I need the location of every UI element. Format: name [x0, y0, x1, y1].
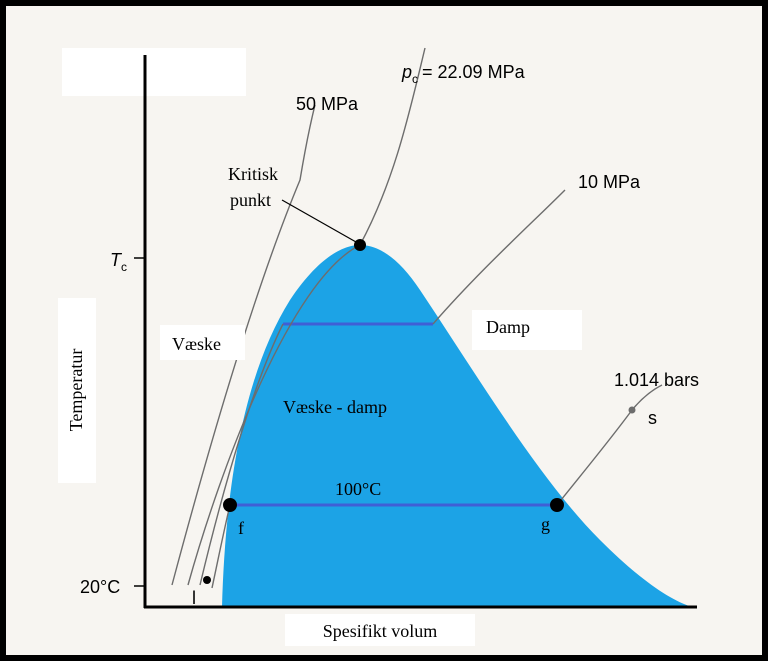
- l-label: l: [192, 588, 196, 608]
- t100-label: 100°C: [335, 479, 381, 499]
- p10-label: 10 MPa: [578, 172, 641, 192]
- point-s: [628, 406, 636, 414]
- critical-label-1: Kritisk: [228, 164, 278, 184]
- x-axis-box: [285, 614, 475, 646]
- vapor-label: Damp: [486, 317, 530, 337]
- p50-label: 50 MPa: [296, 94, 359, 114]
- p1014-label: 1.014 bars: [614, 370, 699, 390]
- x-axis-label: Spesifikt volum: [323, 621, 438, 641]
- g-label: g: [541, 514, 550, 534]
- pc-label: pc = 22.09 MPa: [401, 62, 526, 86]
- f-label: f: [238, 518, 244, 538]
- isobar-10mpa: [199, 189, 566, 586]
- s-label: s: [648, 408, 657, 428]
- blank-box: [62, 48, 246, 96]
- saturation-dome: [222, 245, 692, 607]
- isobar-1014: [211, 384, 663, 589]
- critical-label-2: punkt: [230, 190, 271, 210]
- mixture-label: Væske - damp: [283, 397, 387, 417]
- point-f: [223, 498, 237, 512]
- t20-label: 20°C: [80, 577, 120, 597]
- isobar-critical: [187, 47, 426, 586]
- critical-point: [354, 239, 366, 251]
- tc-label: Tc: [110, 250, 127, 274]
- liquid-label: Væske: [172, 334, 221, 354]
- isobar-50mpa: [171, 104, 316, 586]
- leader-line: [281, 199, 357, 243]
- liquid-box: [160, 325, 245, 360]
- y-axis-label: Temperatur: [66, 349, 86, 432]
- y-axis-box: [58, 298, 96, 483]
- point-g: [550, 498, 564, 512]
- vapor-box: [472, 310, 582, 350]
- point-l: [203, 576, 211, 584]
